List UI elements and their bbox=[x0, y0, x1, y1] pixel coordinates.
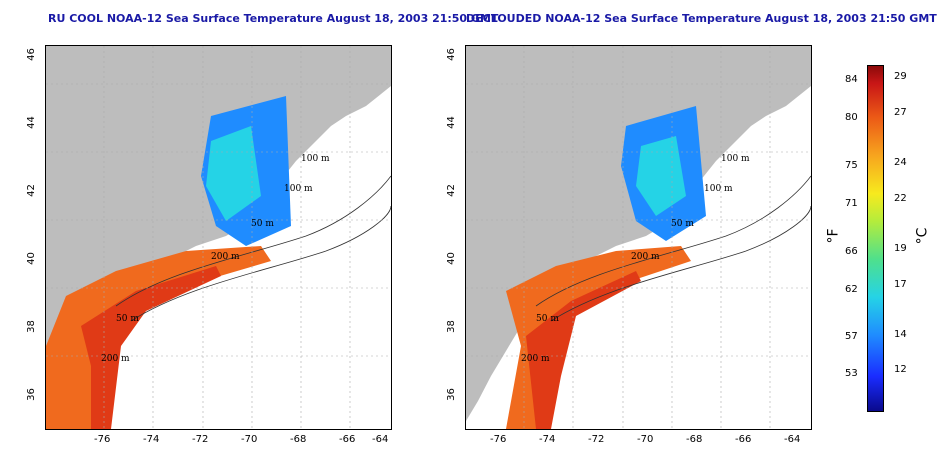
x-tick: -68 bbox=[290, 434, 307, 445]
right-map-canvas: 100 m 100 m 50 m 200 m 50 m 200 m bbox=[466, 46, 811, 429]
sst-warm-band bbox=[526, 271, 641, 429]
contour-label: 200 m bbox=[211, 252, 240, 262]
x-tick: -72 bbox=[192, 434, 209, 445]
x-tick: -72 bbox=[588, 434, 605, 445]
sst-cool-region-2 bbox=[636, 136, 686, 216]
y-tick: 38 bbox=[25, 320, 37, 333]
temperature-colorbar bbox=[867, 65, 884, 412]
colorbar-tick-c: 22 bbox=[894, 193, 907, 204]
contour-label: 50 m bbox=[251, 219, 274, 229]
colorbar-tick-c: 19 bbox=[894, 243, 907, 254]
graticule bbox=[466, 46, 811, 429]
land-mass bbox=[46, 46, 391, 421]
graticule bbox=[46, 46, 391, 429]
contour-label: 50 m bbox=[536, 314, 559, 324]
colorbar-tick-c: 27 bbox=[894, 107, 907, 118]
contour-label: 200 m bbox=[101, 354, 130, 364]
y-tick: 38 bbox=[445, 320, 457, 333]
x-tick: -64 bbox=[784, 434, 801, 445]
contour-label: 100 m bbox=[704, 184, 733, 194]
y-tick: 40 bbox=[25, 252, 37, 265]
y-tick: 44 bbox=[445, 116, 457, 129]
x-tick: -74 bbox=[143, 434, 160, 445]
contour-label: 200 m bbox=[521, 354, 550, 364]
colorbar-tick-c: 24 bbox=[894, 157, 907, 168]
y-tick: 40 bbox=[445, 252, 457, 265]
contour-line bbox=[550, 205, 811, 322]
contour-label: 100 m bbox=[721, 154, 750, 164]
land-mass bbox=[466, 46, 811, 421]
colorbar-tick-f: 57 bbox=[845, 331, 858, 342]
y-tick: 42 bbox=[25, 184, 37, 197]
contour-label: 50 m bbox=[116, 314, 139, 324]
colorbar-tick-f: 53 bbox=[845, 368, 858, 379]
x-tick: -70 bbox=[637, 434, 654, 445]
x-tick: -74 bbox=[539, 434, 556, 445]
colorbar-tick-f: 71 bbox=[845, 198, 858, 209]
y-tick: 44 bbox=[25, 116, 37, 129]
colorbar-tick-f: 75 bbox=[845, 160, 858, 171]
left-map-canvas: 100 m 100 m 50 m 200 m 50 m 200 m bbox=[46, 46, 391, 429]
colorbar-tick-c: 17 bbox=[894, 279, 907, 290]
right-map-title: DECLOUDED NOAA-12 Sea Surface Temperatur… bbox=[466, 12, 937, 25]
x-tick: -64 bbox=[372, 434, 389, 445]
y-tick: 42 bbox=[445, 184, 457, 197]
contour-label: 200 m bbox=[631, 252, 660, 262]
left-map-title: RU COOL NOAA-12 Sea Surface Temperature … bbox=[48, 12, 499, 25]
right-sst-map: 100 m 100 m 50 m 200 m 50 m 200 m bbox=[465, 45, 812, 430]
contour-label: 100 m bbox=[284, 184, 313, 194]
left-sst-map: 100 m 100 m 50 m 200 m 50 m 200 m bbox=[45, 45, 392, 430]
colorbar-tick-f: 84 bbox=[845, 74, 858, 85]
colorbar-tick-c: 29 bbox=[894, 71, 907, 82]
contour-label: 100 m bbox=[301, 154, 330, 164]
x-tick: -70 bbox=[241, 434, 258, 445]
y-tick: 46 bbox=[25, 48, 37, 61]
colorbar-unit-c: °C bbox=[914, 227, 931, 245]
sst-cool-region-2 bbox=[206, 126, 261, 221]
colorbar-tick-f: 80 bbox=[845, 112, 858, 123]
contour-label: 50 m bbox=[671, 219, 694, 229]
colorbar-tick-c: 12 bbox=[894, 364, 907, 375]
x-tick: -76 bbox=[94, 434, 111, 445]
x-tick: -76 bbox=[490, 434, 507, 445]
y-tick: 36 bbox=[445, 388, 457, 401]
x-tick: -66 bbox=[339, 434, 356, 445]
colorbar-tick-c: 14 bbox=[894, 329, 907, 340]
contour-line bbox=[535, 175, 811, 307]
contour-line bbox=[115, 175, 391, 307]
colorbar-tick-f: 62 bbox=[845, 284, 858, 295]
colorbar-unit-f: °F bbox=[825, 228, 842, 244]
colorbar-tick-f: 66 bbox=[845, 246, 858, 257]
x-tick: -68 bbox=[686, 434, 703, 445]
y-tick: 36 bbox=[25, 388, 37, 401]
x-tick: -66 bbox=[735, 434, 752, 445]
y-tick: 46 bbox=[445, 48, 457, 61]
sst-warm-band bbox=[81, 266, 221, 429]
contour-line bbox=[130, 205, 391, 322]
